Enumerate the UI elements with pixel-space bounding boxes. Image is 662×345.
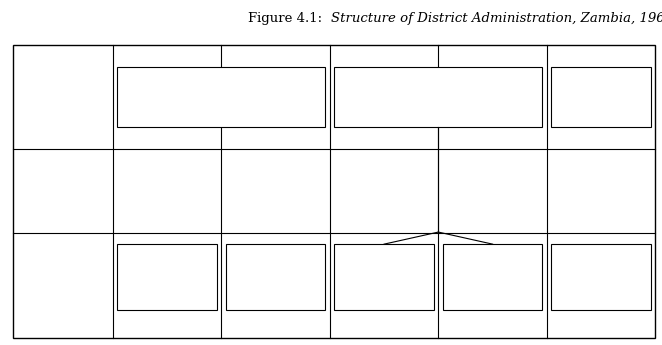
Text: Structure of District Administration, Zambia, 1969-1980: Structure of District Administration, Za… [331, 12, 662, 25]
Text: CENTRAL
MINISTRIES: CENTRAL MINISTRIES [402, 87, 475, 107]
Text: PARA-
STATAL
DEPTS.: PARA- STATAL DEPTS. [146, 262, 189, 292]
Text: DISTRICT
LEVEL
(52 DISTRICTS): DISTRICT LEVEL (52 DISTRICTS) [18, 270, 109, 300]
Text: DISTRICT
ADM.: DISTRICT ADM. [356, 267, 412, 287]
Text: NATIONAL
HEAD-
QUARTERS
LEVEL: NATIONAL HEAD- QUARTERS LEVEL [31, 77, 95, 117]
Text: Figure 4.1:: Figure 4.1: [248, 12, 331, 25]
Text: PARASTATAL/
STATE COMPANIES: PARASTATAL/ STATE COMPANIES [166, 87, 277, 107]
Text: PROVINCIAL
LEVEL
(9 PROVINCES): PROVINCIAL LEVEL (9 PROVINCES) [19, 176, 107, 206]
Text: LOCAL
COUNCILS: LOCAL COUNCILS [462, 267, 523, 287]
Text: NATIONAL PARTY
HEADQUARTERS: NATIONAL PARTY HEADQUARTERS [550, 87, 652, 107]
Text: CENTRAL
DEPTS.: CENTRAL DEPTS. [248, 267, 303, 287]
Text: PARTY
DISTRICT
HQ: PARTY DISTRICT HQ [573, 262, 630, 292]
